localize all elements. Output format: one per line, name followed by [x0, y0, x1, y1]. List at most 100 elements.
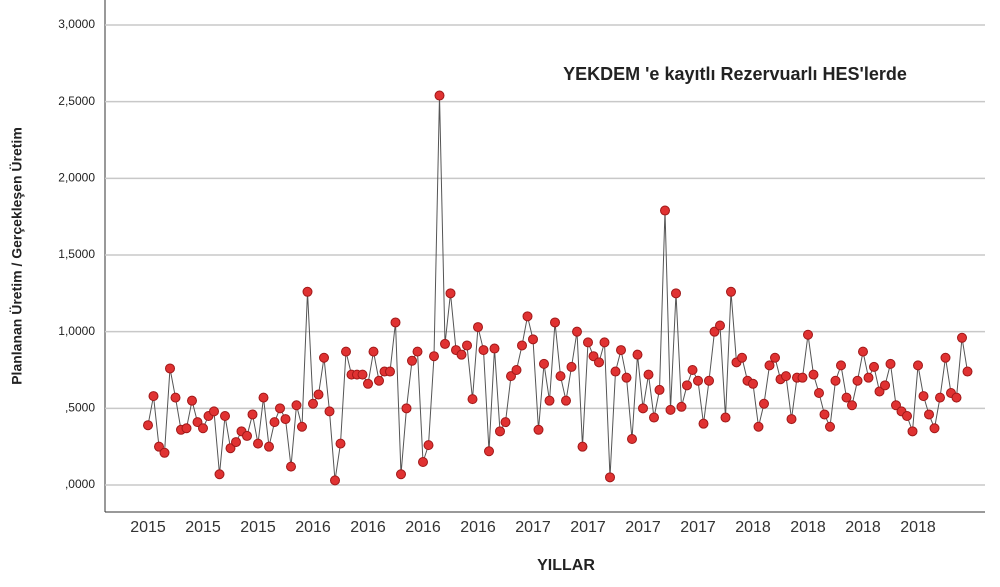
data-point: [781, 371, 791, 382]
data-point: [852, 375, 863, 386]
data-point: [803, 329, 813, 340]
data-point: [434, 90, 445, 101]
data-point: [841, 392, 852, 403]
data-point: [143, 420, 153, 431]
data-point: [297, 421, 307, 432]
data-point: [231, 437, 241, 448]
data-point: [671, 288, 681, 299]
data-point: [957, 332, 967, 343]
data-point: [594, 357, 604, 368]
data-point: [638, 403, 648, 414]
data-point: [687, 365, 698, 375]
data-point: [506, 371, 516, 382]
data-point: [550, 317, 560, 328]
data-point: [253, 438, 263, 449]
data-point: [770, 352, 780, 363]
data-point: [374, 375, 384, 386]
data-point: [962, 366, 973, 377]
data-point: [440, 338, 450, 349]
data-point: [209, 406, 219, 417]
data-point: [517, 340, 527, 351]
data-point: [830, 375, 841, 386]
data-point: [412, 346, 423, 357]
data-point: [583, 337, 593, 348]
data-point: [341, 346, 351, 357]
data-point: [473, 322, 483, 333]
data-point: [918, 391, 929, 402]
data-point: [940, 352, 951, 363]
data-point: [286, 461, 296, 472]
data-point: [902, 411, 912, 421]
data-point: [847, 400, 857, 411]
data-point: [665, 404, 676, 415]
data-point: [913, 360, 923, 371]
data-point: [660, 205, 670, 216]
data-point: [462, 340, 472, 351]
x-tick-label: 2016: [460, 519, 496, 536]
data-point: [220, 411, 230, 421]
data-point: [269, 417, 280, 428]
data-point: [759, 398, 769, 409]
data-point: [363, 378, 373, 389]
data-point: [418, 457, 428, 467]
data-point: [165, 363, 175, 374]
data-point: [951, 392, 962, 403]
y-tick-label: 3,0000: [58, 17, 95, 31]
y-tick-label: 2,0000: [58, 171, 95, 185]
y-tick-label: ,5000: [65, 401, 95, 415]
data-point: [445, 288, 456, 299]
data-point: [748, 378, 758, 389]
data-point: [148, 391, 159, 402]
data-point: [588, 351, 599, 362]
data-point: [885, 358, 896, 369]
data-point: [154, 441, 164, 452]
data-point: [280, 414, 291, 425]
data-point: [858, 346, 868, 357]
data-point: [528, 334, 538, 345]
data-point: [247, 409, 258, 420]
data-point: [737, 352, 747, 363]
data-point: [291, 400, 302, 411]
data-point: [192, 417, 203, 428]
data-point: [720, 412, 731, 423]
data-point: [187, 395, 197, 406]
data-point: [330, 475, 340, 486]
x-tick-label: 2017: [515, 519, 551, 536]
y-tick-label: ,0000: [65, 477, 95, 491]
data-point: [627, 434, 637, 444]
data-point: [929, 423, 940, 434]
data-point: [275, 403, 285, 414]
data-point: [478, 345, 489, 356]
x-tick-label: 2015: [240, 519, 276, 536]
data-point: [676, 401, 687, 412]
data-point: [566, 361, 577, 372]
data-point: [814, 388, 824, 398]
data-point: [863, 372, 874, 383]
data-point: [786, 414, 797, 425]
data-point: [753, 421, 764, 432]
x-tick-label: 2018: [790, 519, 826, 536]
data-point: [797, 372, 808, 383]
y-tick-label: 1,5000: [58, 247, 95, 261]
y-tick-label: 2,5000: [58, 94, 95, 108]
data-point: [264, 441, 274, 452]
data-point: [319, 352, 329, 363]
x-tick-label: 2018: [735, 519, 771, 536]
data-point: [819, 409, 830, 420]
data-point: [324, 406, 335, 417]
data-point: [368, 346, 379, 357]
data-point: [198, 423, 208, 434]
data-point: [313, 389, 324, 400]
data-point: [577, 441, 588, 452]
y-tick-label: 1,0000: [58, 324, 95, 338]
data-point: [616, 345, 626, 356]
data-point: [891, 400, 901, 411]
data-point: [401, 403, 412, 414]
data-point: [396, 469, 406, 480]
data-point: [242, 430, 252, 441]
x-tick-label: 2016: [405, 519, 441, 536]
data-point: [533, 424, 544, 435]
x-tick-label: 2016: [350, 519, 386, 536]
y-axis-title: Planlanan Üretim / Gerçekleşen Üretim: [9, 127, 25, 385]
